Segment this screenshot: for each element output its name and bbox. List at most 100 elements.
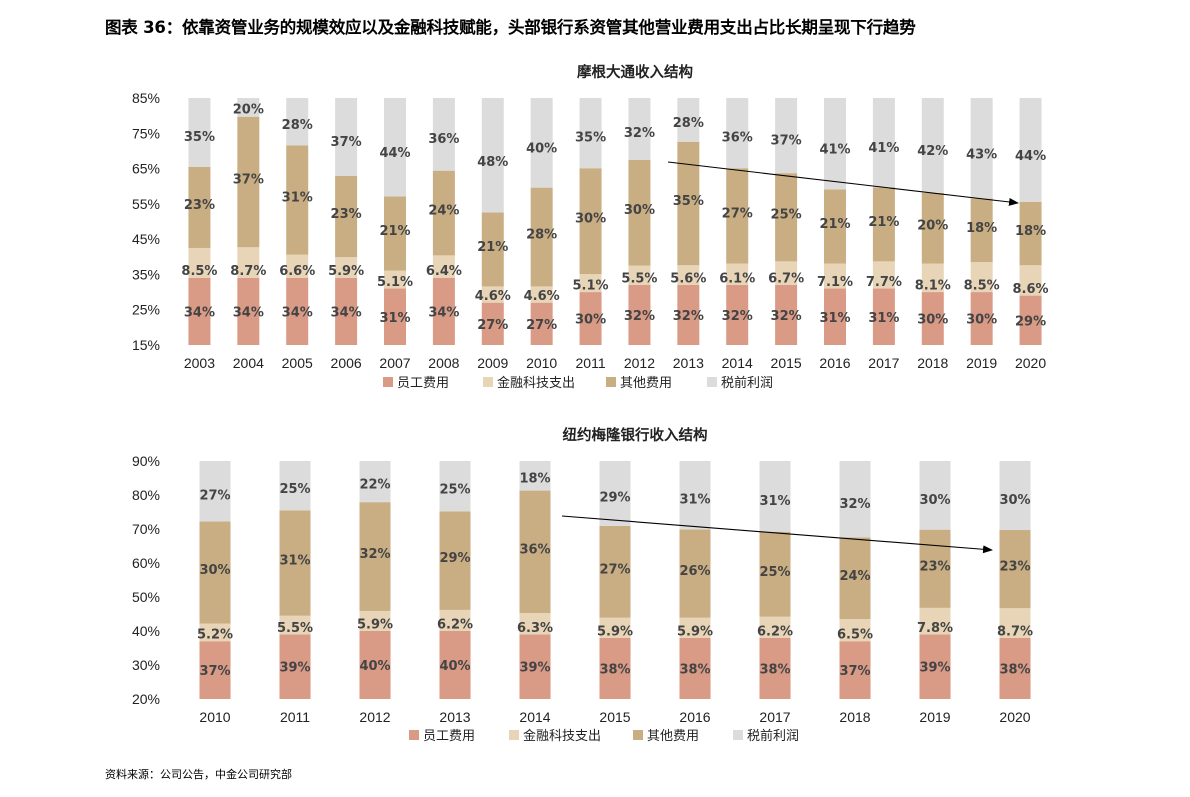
chart-0-bar-segment — [970, 198, 993, 263]
chart-1-bar-segment — [679, 529, 711, 618]
chart-0-data-label: 21% — [819, 217, 850, 232]
chart-1-bar-segment — [919, 461, 951, 530]
chart-0-data-label: 30% — [624, 203, 655, 218]
chart-1-data-label: 32% — [839, 497, 870, 512]
chart-0-xtick: 2017 — [868, 355, 899, 371]
chart-1-data-label: 31% — [679, 493, 710, 508]
chart-0-data-label: 20% — [233, 102, 264, 117]
chart-0-bar-segment — [530, 286, 553, 303]
chart-1-bar-segment — [999, 461, 1031, 531]
chart-1-data-label: 25% — [439, 483, 470, 498]
chart-1-bar-segment — [519, 612, 551, 635]
chart-0-bar-segment — [335, 175, 358, 258]
chart-0-bar-segment — [335, 98, 358, 176]
chart-0-bar-segment — [775, 173, 798, 262]
chart-0-xtick: 2018 — [917, 355, 948, 371]
chart-1-trend-arrow — [561, 515, 993, 554]
chart-1-bar-segment — [199, 461, 231, 522]
chart-0-data-label: 34% — [233, 305, 264, 320]
chart-0-bar-segment — [872, 261, 895, 289]
chart-0-bar-segment — [1019, 98, 1042, 202]
chart-0-bar-segment — [481, 212, 504, 287]
chart-1-data-label: 30% — [999, 493, 1030, 508]
chart-0-xtick: 2019 — [966, 355, 997, 371]
chart-0-data-label: 6.1% — [719, 271, 755, 286]
chart-1-data-label: 39% — [519, 661, 550, 676]
chart-0-ytick: 85% — [132, 90, 160, 106]
chart-1-bar-segment — [359, 610, 391, 631]
chart-0-bar-segment — [824, 288, 846, 345]
chart-0-bar-segment — [188, 247, 211, 278]
chart-0-bar-segment — [677, 265, 700, 286]
chart-1-bar-segment — [839, 641, 871, 699]
chart-1-legend-label: 金融科技支出 — [523, 728, 601, 744]
chart-1-data-label: 5.9% — [677, 624, 713, 639]
chart-1-bar-segment — [759, 461, 791, 532]
chart-0-bar-segment — [188, 98, 211, 167]
chart-0-bar-segment — [579, 98, 602, 169]
chart-1-xtick: 2019 — [919, 709, 950, 725]
chart-0-data-label: 5.1% — [573, 278, 609, 293]
chart-0-data-label: 28% — [673, 116, 704, 131]
chart-0-data-label: 30% — [575, 313, 606, 328]
chart-0-bar-segment — [1019, 201, 1042, 266]
chart-1-data-label: 6.5% — [837, 628, 873, 643]
chart-1-ytick: 60% — [132, 555, 160, 571]
chart-0-data-label: 29% — [1015, 314, 1046, 329]
source-note: 资料来源：公司公告，中金公司研究部 — [105, 768, 292, 781]
chart-1-ytick: 70% — [132, 521, 160, 537]
chart-0-xtick: 2014 — [722, 355, 753, 371]
chart-0-bar-segment — [775, 285, 798, 345]
chart-1-bar-segment — [759, 616, 791, 638]
chart-1-data-label: 37% — [199, 664, 230, 679]
chart-0-bar-segment — [872, 288, 895, 345]
chart-0-bar-segment — [432, 277, 455, 345]
chart-0-data-label: 32% — [624, 309, 655, 324]
chart-0-data-label: 34% — [428, 305, 459, 320]
chart-0-xtick: 2007 — [379, 355, 410, 371]
chart-0-bar-segment — [432, 255, 455, 278]
chart-0-xtick: 2013 — [673, 355, 704, 371]
chart-0-xtick: 2016 — [819, 355, 850, 371]
chart-1-xtick: 2013 — [439, 709, 470, 725]
chart-0-data-label: 21% — [379, 224, 410, 239]
chart-0-data-label: 36% — [428, 132, 459, 147]
chart-0-data-label: 21% — [868, 215, 899, 230]
chart-0-bar-segment — [286, 145, 309, 255]
chart-0-bar-segment — [628, 98, 651, 160]
chart-0-data-label: 28% — [526, 227, 557, 242]
chart-0-bar-segment — [432, 98, 455, 171]
chart-0-xtick: 2005 — [282, 355, 313, 371]
chart-0-data-label: 6.6% — [279, 264, 315, 279]
chart-1-bar-segment — [919, 607, 951, 635]
chart-1-data-label: 6.2% — [437, 618, 473, 633]
chart-1-ytick: 30% — [132, 657, 160, 673]
chart-0-data-label: 44% — [379, 146, 410, 161]
chart-1-xtick: 2016 — [679, 709, 710, 725]
chart-0-legend-swatch — [606, 377, 616, 387]
chart-0-data-label: 27% — [526, 318, 557, 333]
chart-1-data-label: 31% — [279, 554, 310, 569]
chart-1-bar-segment — [839, 619, 871, 642]
chart-0-data-label: 5.5% — [621, 271, 657, 286]
chart-0-bar-segment — [726, 168, 749, 264]
chart-1-ytick: 90% — [132, 453, 160, 469]
chart-1-ytick: 20% — [132, 691, 160, 707]
chart-1-bar-segment — [359, 631, 391, 699]
chart-1-bar-segment — [999, 608, 1031, 638]
chart-0-title: 摩根大通收入结构 — [577, 63, 693, 81]
chart-0-bar-segment — [628, 285, 651, 345]
chart-0-bar-segment — [286, 98, 309, 146]
chart-0-bar-segment — [921, 98, 944, 193]
chart-1-xtick: 2020 — [999, 709, 1030, 725]
chart-1-legend-swatch — [633, 730, 643, 740]
chart-1-bar-segment — [439, 511, 471, 610]
chart-0-data-label: 7.1% — [817, 275, 853, 290]
chart-1-ytick: 50% — [132, 589, 160, 605]
chart-1-data-label: 38% — [759, 662, 790, 677]
chart-0-bar-segment — [726, 285, 749, 345]
chart-0-data-label: 8.5% — [181, 264, 217, 279]
chart-0-ytick: 75% — [132, 125, 160, 141]
chart-0-bar-segment — [384, 288, 406, 345]
chart-1-bar-segment — [919, 634, 951, 699]
